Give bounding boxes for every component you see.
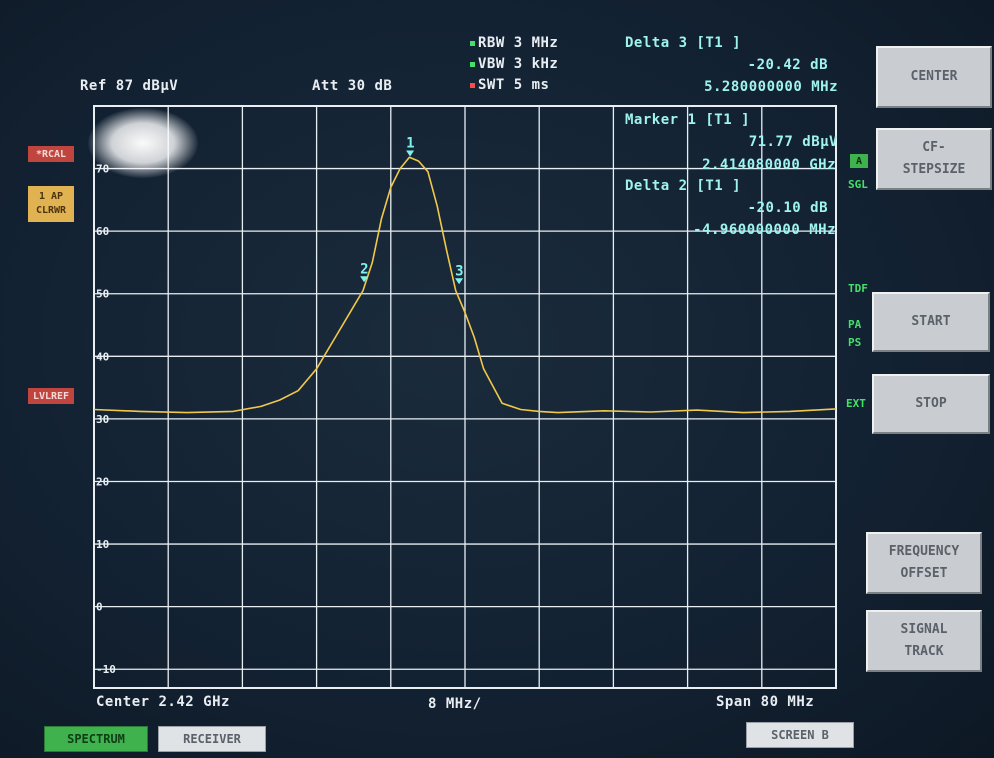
center-softkey[interactable]: CENTER [876,46,992,108]
vbw-bullet-icon [470,61,475,67]
delta2-level: -20.10 dB [747,200,828,216]
plot-grid [93,105,837,689]
rbw-label: RBW 3 MHz [470,35,558,51]
screen-a-flag: A [850,154,868,168]
spectrum-trace [93,156,837,414]
start-softkey[interactable]: START [872,292,990,352]
signal-track-line2: TRACK [904,644,944,659]
y-tick-label: -10 [96,663,116,676]
trace-mode-flag: 1 AP CLRWR [28,186,74,222]
marker-3-icon [455,278,464,285]
y-tick-label: 50 [96,288,109,301]
tab-receiver[interactable]: RECEIVER [158,726,266,752]
y-tick-label: 40 [96,350,109,363]
trace-markers: 1 2 3 [360,136,464,285]
signal-track-softkey[interactable]: SIGNAL TRACK [866,610,982,672]
lvlref-flag: LVLREF [28,388,74,404]
cf-stepsize-softkey[interactable]: CF- STEPSIZE [876,128,992,190]
marker-2-icon [360,276,369,283]
cf-stepsize-line1: CF- [922,140,946,155]
swt-bullet-icon [470,82,475,88]
delta3-freq: 5.280000000 MHz [704,79,838,95]
y-tick-label: 10 [96,538,109,551]
stop-softkey[interactable]: STOP [872,374,990,434]
vbw-value: VBW 3 kHz [478,56,559,72]
cf-stepsize-line2: STEPSIZE [902,162,966,177]
tdf-flag: TDF [848,282,868,295]
span-label: Span 80 MHz [716,694,815,710]
marker-3-label: 3 [455,263,463,279]
ps-flag: PS [848,336,862,349]
ext-flag: EXT [846,397,866,410]
swt-value: SWT 5 ms [478,77,550,93]
marker1-level: 71.77 dBµV [748,134,838,150]
y-tick-label: 20 [96,475,109,488]
screen-glare [88,108,198,178]
rcal-flag: *RCAL [28,146,74,162]
frequency-offset-line1: FREQUENCY [888,544,960,559]
marker-1-icon [406,150,415,157]
ref-level-label: Ref 87 dBµV [80,78,179,94]
delta3-title: Delta 3 [T1 ] [625,35,742,51]
delta2-title: Delta 2 [T1 ] [625,178,742,194]
signal-track-line1: SIGNAL [900,622,948,637]
vbw-label: VBW 3 kHz [470,56,558,72]
attenuation-label: Att 30 dB [312,78,393,94]
frequency-offset-softkey[interactable]: FREQUENCY OFFSET [866,532,982,594]
y-tick-label: 60 [96,225,109,238]
center-frequency-label: Center 2.42 GHz [96,694,230,710]
marker-2-label: 2 [360,261,368,277]
frequency-offset-line2: OFFSET [900,566,948,581]
rbw-value: RBW 3 MHz [478,35,559,51]
delta3-level: -20.42 dB [747,57,828,73]
swt-label: SWT 5 ms [470,77,549,93]
division-label: 8 MHz/ [428,696,482,712]
sgl-flag: SGL [848,178,868,191]
delta2-freq: -4.960000000 MHz [693,222,836,238]
marker-1-label: 1 [406,136,414,152]
marker1-freq: 2.414080000 GHz [702,157,836,173]
pa-flag: PA [848,318,862,331]
tab-spectrum[interactable]: SPECTRUM [44,726,148,752]
screen-b-button[interactable]: SCREEN B [746,722,854,748]
y-tick-label: 0 [96,601,103,614]
trace-flag-line2: CLRWR [35,205,67,216]
rbw-bullet-icon [470,40,475,46]
trace-flag-line1: 1 AP [38,191,64,202]
y-tick-label: 30 [96,413,109,426]
marker1-title: Marker 1 [T1 ] [625,112,751,128]
